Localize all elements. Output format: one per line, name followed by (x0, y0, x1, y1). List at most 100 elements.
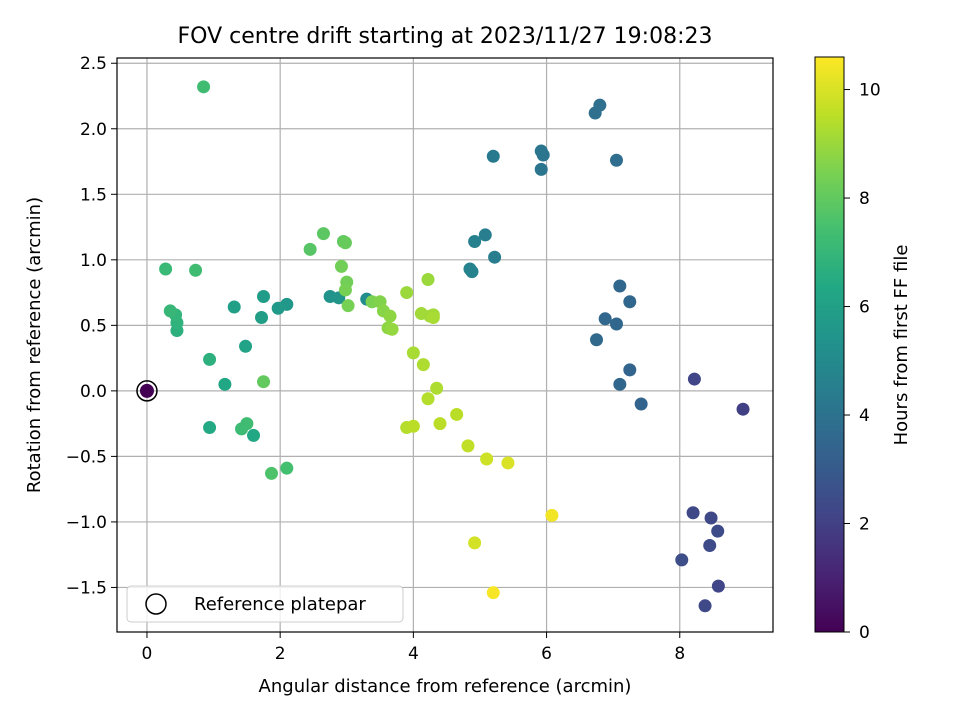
data-point (383, 309, 397, 323)
data-point (280, 461, 294, 475)
data-point (218, 377, 232, 391)
y-tick-label: 1.0 (80, 251, 107, 271)
y-tick-label: −0.5 (66, 447, 107, 467)
legend-marker (145, 593, 167, 615)
data-point (385, 322, 399, 336)
x-axis-label: Angular distance from reference (arcmin) (259, 676, 632, 697)
data-point (227, 300, 241, 314)
data-point (480, 452, 494, 466)
data-point (433, 417, 447, 431)
data-point (478, 228, 492, 242)
data-point (334, 259, 348, 273)
plot-frame (116, 57, 774, 633)
data-point (590, 333, 604, 347)
data-point (623, 363, 637, 377)
y-tick-label: 1.5 (80, 185, 107, 205)
data-point (736, 402, 750, 416)
colorbar-label: Hours from first FF file (891, 245, 912, 446)
colorbar-tick-label: 2 (859, 515, 870, 535)
legend-box (126, 585, 404, 623)
x-tick-label: 0 (142, 644, 153, 664)
data-point (536, 148, 550, 162)
data-point (271, 301, 285, 315)
data-point (704, 511, 718, 525)
data-point (623, 295, 637, 309)
x-tick-label: 4 (408, 644, 419, 664)
data-point (163, 304, 177, 318)
data-point (711, 524, 725, 538)
data-point (203, 352, 217, 366)
data-point (406, 419, 420, 433)
y-tick-label: 2.5 (80, 54, 107, 74)
x-tick-label: 2 (275, 644, 286, 664)
data-point (265, 466, 279, 480)
y-tick-label: −1.5 (66, 578, 107, 598)
colorbar: 0 2 4 6 8 10 Hours from first FF file (814, 56, 912, 643)
data-point (257, 290, 271, 304)
y-tick-label: 0.5 (80, 316, 107, 336)
data-point (545, 508, 559, 522)
data-point (316, 227, 330, 241)
data-point (634, 397, 648, 411)
y-axis-ticks: −1.5 −1.0 −0.5 0.0 0.5 1.0 1.5 2.0 2.5 (66, 54, 117, 598)
data-point (687, 372, 701, 386)
data-point (257, 375, 271, 389)
data-point (703, 539, 717, 553)
y-axis-label: Rotation from reference (arcmin) (24, 197, 45, 493)
data-point (698, 599, 712, 613)
data-point (613, 279, 627, 293)
data-point (461, 439, 475, 453)
legend-label: Reference platepar (194, 594, 366, 615)
legend: Reference platepar (126, 585, 404, 623)
colorbar-tick-label: 6 (859, 298, 870, 318)
data-point (450, 407, 464, 421)
colorbar-tick-label: 10 (859, 81, 881, 101)
data-point (406, 346, 420, 360)
data-point (534, 162, 548, 176)
data-point (468, 536, 482, 550)
data-point (303, 242, 317, 256)
data-point (338, 236, 352, 250)
data-point (588, 106, 602, 120)
data-point (239, 339, 253, 353)
data-point (486, 586, 500, 600)
data-point (338, 283, 352, 297)
x-axis-ticks: 0 2 4 6 8 (142, 632, 685, 664)
data-point (240, 417, 254, 431)
colorbar-tick-label: 4 (859, 406, 870, 426)
reference-marker (136, 380, 158, 402)
data-point (197, 80, 211, 94)
data-point (486, 149, 500, 163)
data-point (675, 553, 689, 567)
data-point (421, 272, 435, 286)
data-point (465, 265, 479, 279)
reference-ring (136, 380, 158, 402)
data-point (613, 377, 627, 391)
data-points (159, 80, 750, 613)
data-point (255, 310, 269, 324)
data-point (598, 312, 612, 326)
data-point (430, 381, 444, 395)
colorbar-gradient (814, 56, 845, 633)
data-point (609, 153, 623, 167)
data-point (686, 506, 700, 520)
data-point (189, 263, 203, 277)
colorbar-tick-label: 0 (859, 623, 870, 643)
data-point (341, 299, 355, 313)
chart-title: FOV centre drift starting at 2023/11/27 … (178, 24, 713, 49)
y-tick-label: 0.0 (80, 382, 107, 402)
y-tick-label: 2.0 (80, 120, 107, 140)
data-point (501, 456, 515, 470)
data-point (488, 250, 502, 264)
reference-point (139, 383, 154, 398)
y-tick-label: −1.0 (66, 513, 107, 533)
data-point (400, 286, 414, 300)
data-point (159, 262, 173, 276)
data-point (609, 317, 623, 331)
x-tick-label: 8 (674, 644, 685, 664)
colorbar-tick-label: 8 (859, 189, 870, 209)
data-point (421, 392, 435, 406)
data-point (247, 428, 261, 442)
data-point (711, 579, 725, 593)
